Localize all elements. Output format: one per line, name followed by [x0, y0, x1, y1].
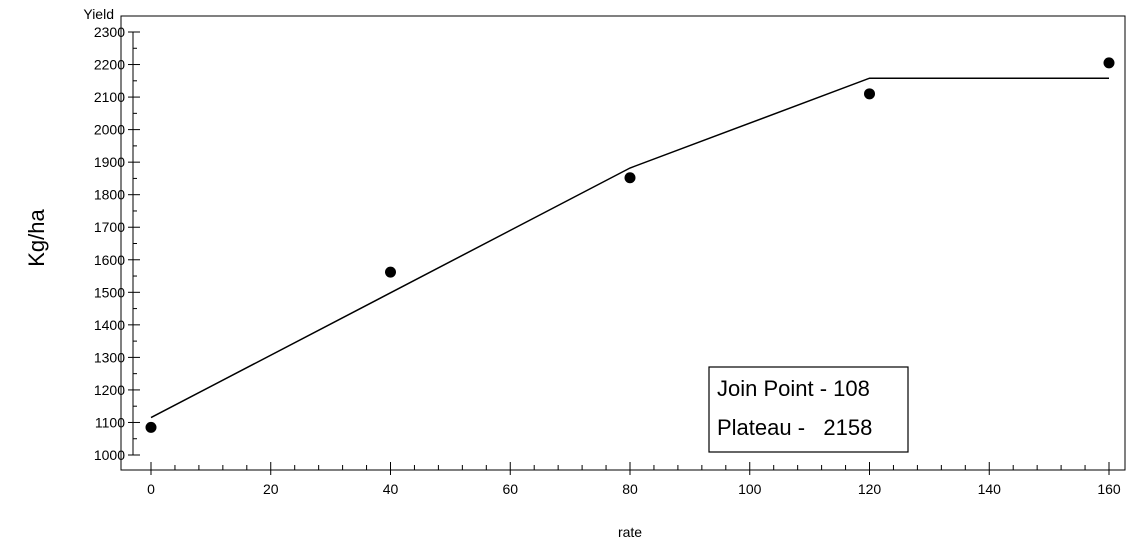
y-tick-label: 1800 [94, 187, 125, 203]
y-tick-label: 1000 [94, 447, 125, 463]
annotation-plateau: Plateau - 2158 [717, 415, 872, 440]
x-tick-label: 40 [383, 481, 399, 497]
x-axis-title: rate [618, 524, 642, 540]
data-point [624, 172, 636, 184]
series-layer [145, 57, 1115, 433]
y-tick-label: 1300 [94, 349, 125, 365]
x-tick-label: 80 [622, 481, 638, 497]
y-tick-label: 1600 [94, 252, 125, 268]
y-axis: 1000 1100 1200 1300 1400 1500 1600 1700 1800 1900… [94, 24, 140, 463]
y-tick-label: 1500 [94, 284, 125, 300]
y-axis-title: Kg/ha [24, 208, 49, 266]
data-point [385, 266, 396, 278]
y-tick-label: 2200 [94, 57, 125, 73]
x-tick-label: 0 [147, 481, 155, 497]
y-axis-top-label: Yield [83, 6, 114, 22]
y-tick-label: 2300 [94, 24, 125, 40]
annotation-border [708, 366, 909, 453]
y-tick-label: 2000 [94, 122, 125, 138]
y-tick-label: 1200 [94, 382, 125, 398]
y-tick-label: 1900 [94, 154, 125, 170]
plot-frame [120, 15, 1126, 471]
y-tick-label: 1700 [94, 219, 125, 235]
data-point [1103, 57, 1115, 69]
x-tick-label: 100 [738, 481, 762, 497]
annotation-box: Join Point - 108 Plateau - 2158 [708, 366, 909, 453]
x-tick-label: 140 [978, 481, 1002, 497]
y-tick-label: 1400 [94, 317, 125, 333]
x-tick-label: 120 [858, 481, 882, 497]
y-tick-label: 2100 [94, 89, 125, 105]
x-tick-label: 20 [263, 481, 279, 497]
data-point [864, 88, 875, 100]
fitted-line [150, 77, 1109, 419]
x-tick-label: 160 [1097, 481, 1121, 497]
data-point [145, 421, 157, 433]
x-axis: 0 20 40 60 80 100 120 140 160 [147, 462, 1121, 497]
annotation-join-point: Join Point - 108 [717, 376, 870, 401]
y-tick-label: 1100 [95, 414, 125, 430]
x-tick-label: 60 [502, 481, 518, 497]
